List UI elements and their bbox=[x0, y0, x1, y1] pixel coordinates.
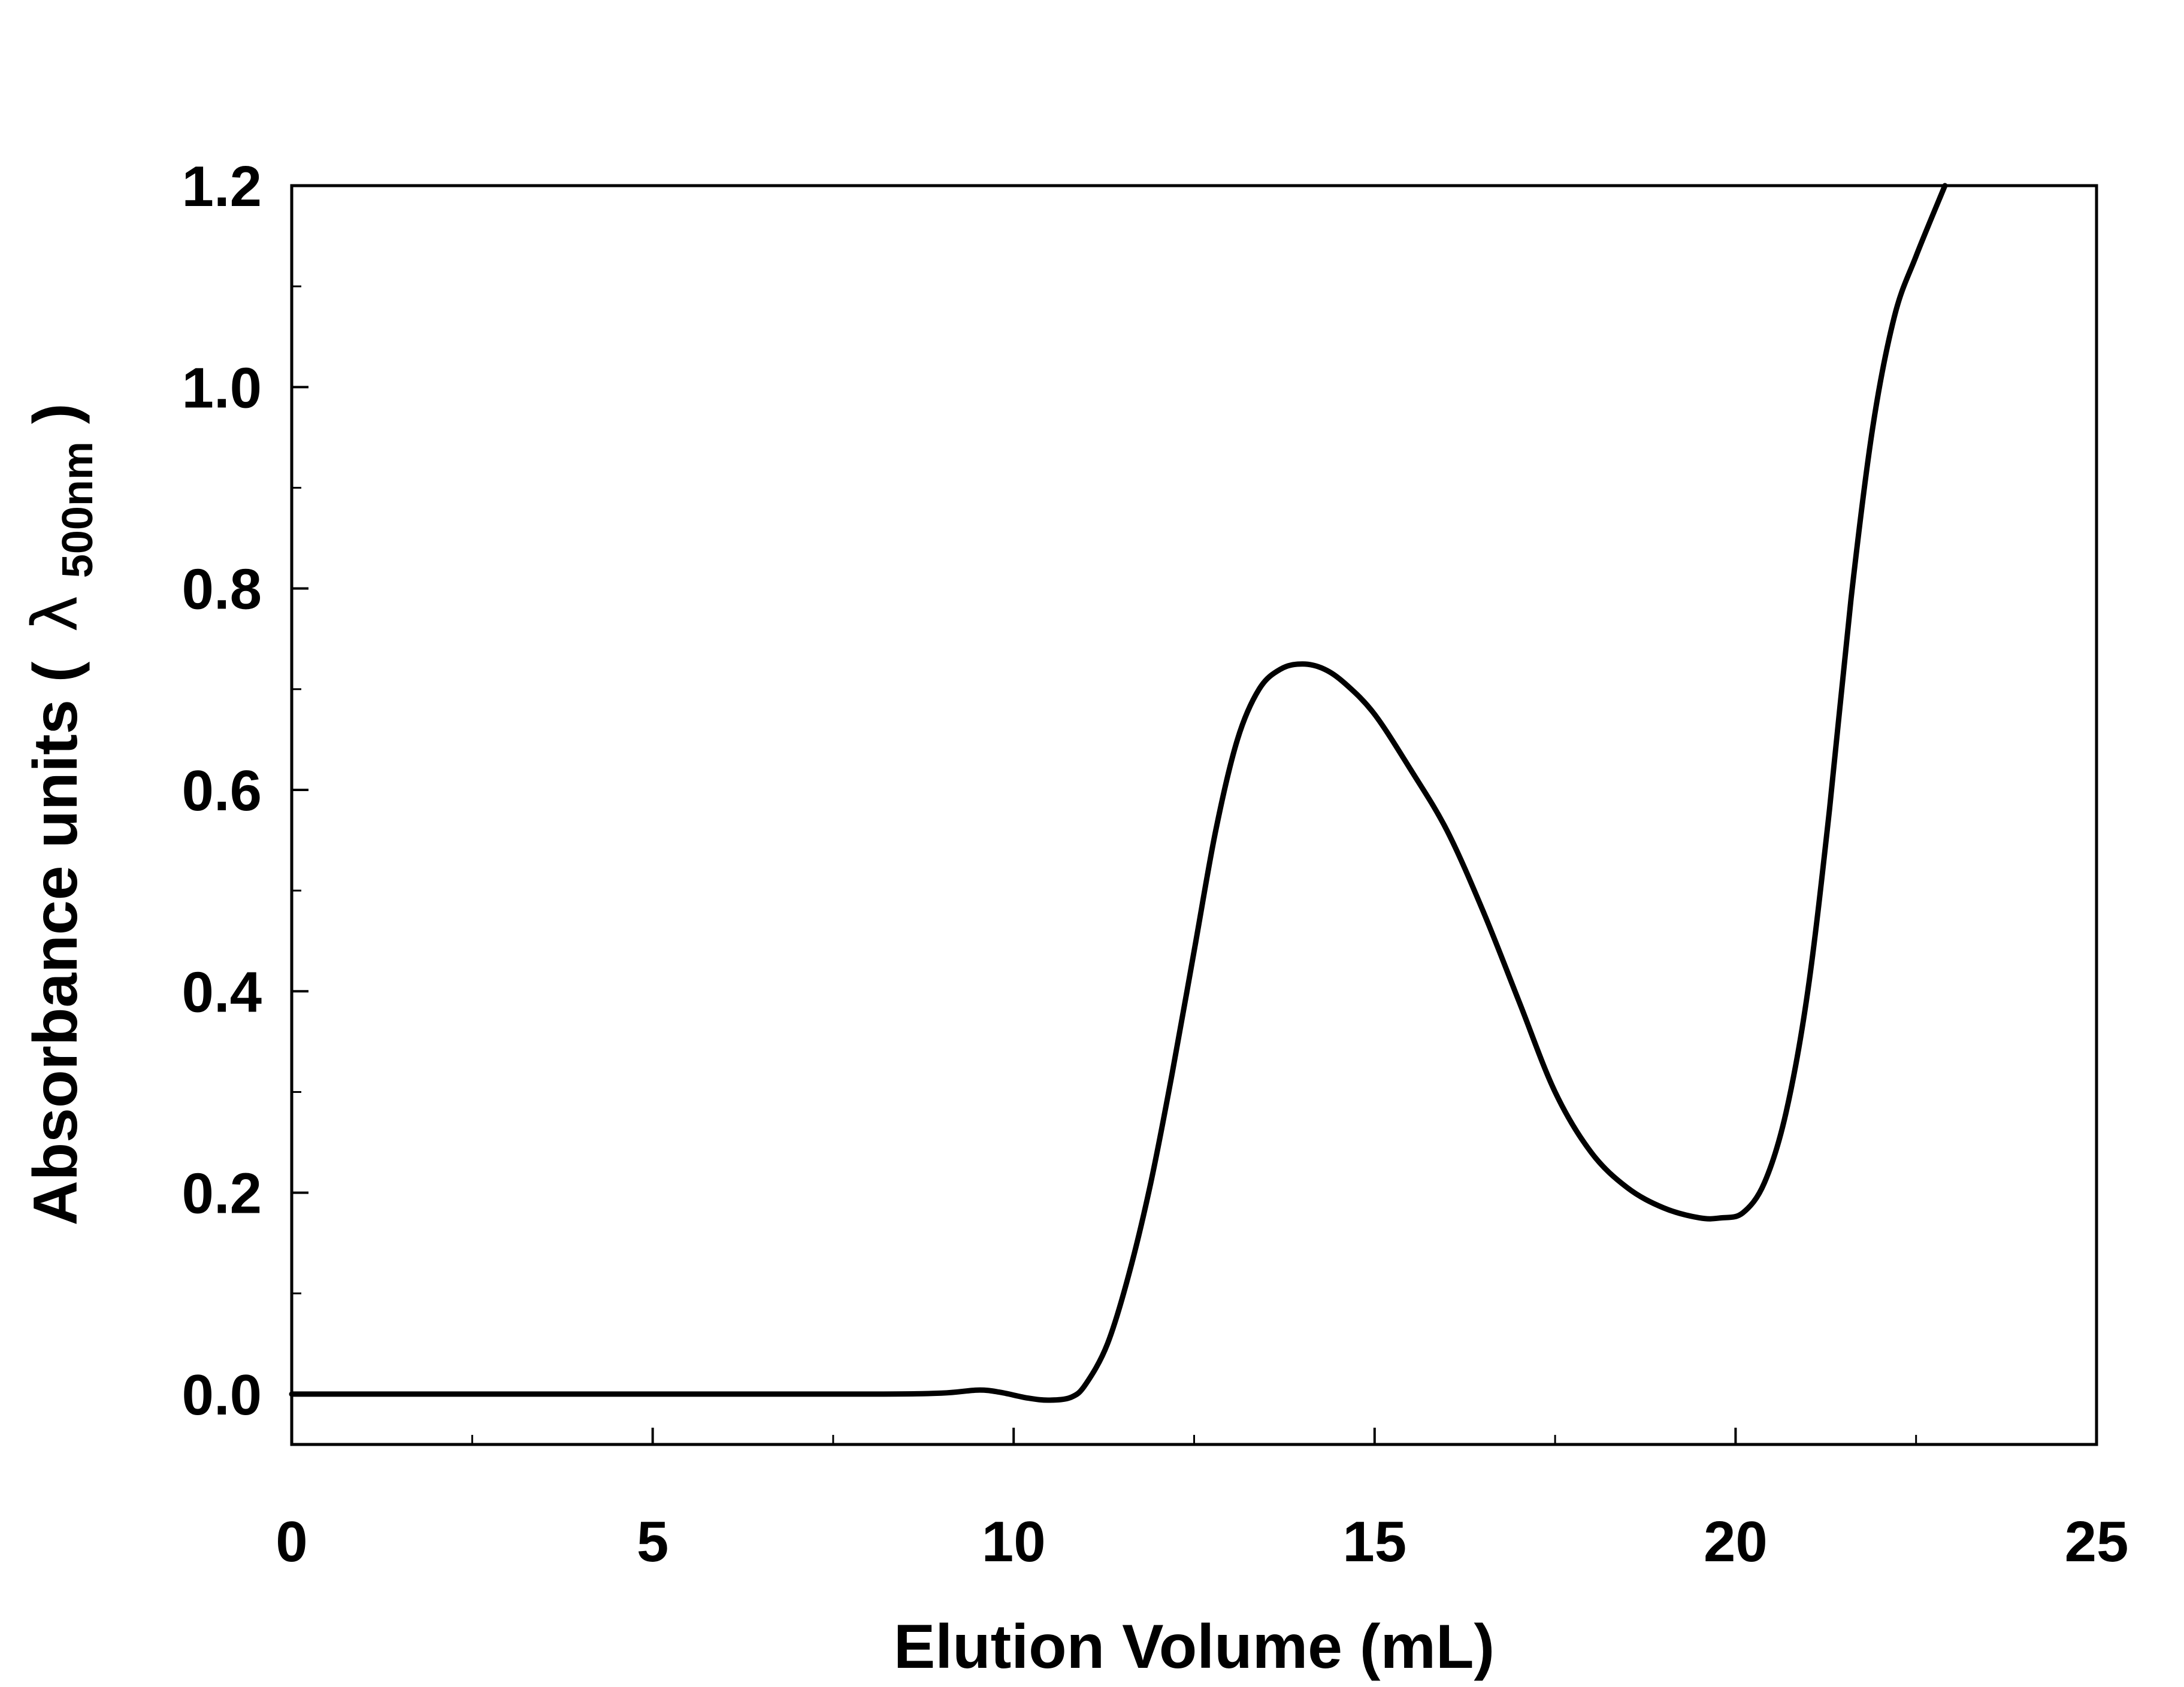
y-tick-label: 0.4 bbox=[182, 960, 262, 1024]
x-tick-label: 0 bbox=[276, 1510, 307, 1574]
y-tick-label: 0.6 bbox=[182, 759, 262, 823]
x-tick-label: 5 bbox=[637, 1510, 668, 1574]
x-axis-title: Elution Volume (mL) bbox=[894, 1612, 1495, 1682]
x-tick-label: 10 bbox=[982, 1510, 1046, 1574]
x-tick-label: 25 bbox=[2065, 1510, 2129, 1574]
x-tick-label: 15 bbox=[1342, 1510, 1406, 1574]
y-tick-label: 0.2 bbox=[182, 1162, 262, 1226]
y-tick-label: 1.2 bbox=[182, 155, 262, 219]
y-axis-title-subscript: 500nm bbox=[54, 441, 102, 578]
x-tick-label: 20 bbox=[1704, 1510, 1768, 1574]
y-tick-label: 0.8 bbox=[182, 558, 262, 622]
y-tick-label: 0.0 bbox=[182, 1363, 262, 1427]
tick-labels: 0 5 10 15 20 25 0.0 0.2 0.4 0.6 0.8 1.0 1.2 bbox=[182, 155, 2129, 1574]
series-line bbox=[289, 183, 1948, 1403]
y-tick-label: 1.0 bbox=[182, 356, 262, 420]
y-axis-title: Absorbance units ( λ 500nm ) bbox=[19, 404, 106, 1226]
y-axis-title-close: ) bbox=[21, 404, 90, 425]
y-axis-title-text: Absorbance units ( bbox=[21, 661, 90, 1225]
y-axis-title-symbol: λ bbox=[19, 595, 92, 632]
